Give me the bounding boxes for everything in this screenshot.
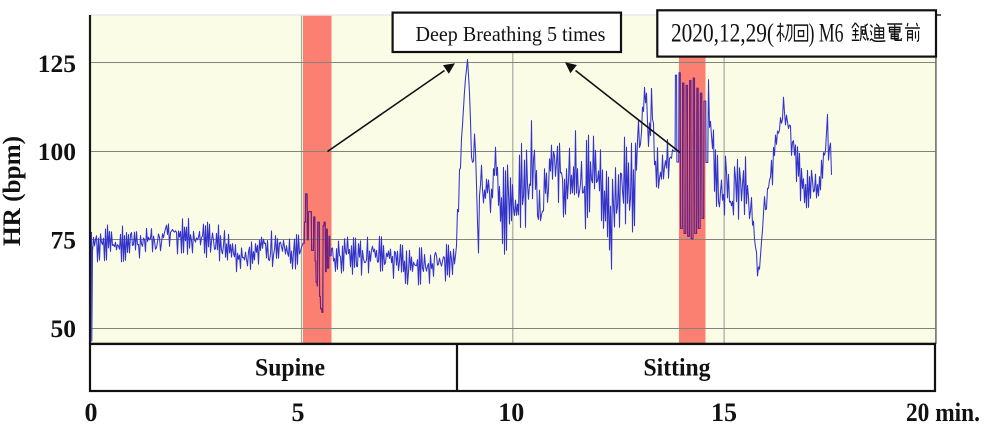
svg-text:2020,12,29(: 2020,12,29( bbox=[671, 18, 774, 47]
svg-text:HR (bpm): HR (bpm) bbox=[0, 136, 26, 246]
svg-text:50: 50 bbox=[51, 314, 77, 343]
svg-text:Sitting: Sitting bbox=[644, 355, 711, 382]
svg-text:Supine: Supine bbox=[255, 355, 325, 382]
svg-text:20 min.: 20 min. bbox=[906, 398, 980, 427]
svg-text:5: 5 bbox=[292, 398, 305, 427]
svg-text:Deep Breathing 5 times: Deep Breathing 5 times bbox=[416, 22, 606, 46]
svg-text:0: 0 bbox=[85, 398, 98, 427]
svg-text:125: 125 bbox=[38, 49, 76, 78]
svg-text:) M6: ) M6 bbox=[809, 18, 844, 47]
svg-text:15: 15 bbox=[711, 398, 737, 427]
svg-text:75: 75 bbox=[51, 226, 77, 255]
svg-text:10: 10 bbox=[498, 398, 524, 427]
svg-text:100: 100 bbox=[38, 137, 76, 166]
